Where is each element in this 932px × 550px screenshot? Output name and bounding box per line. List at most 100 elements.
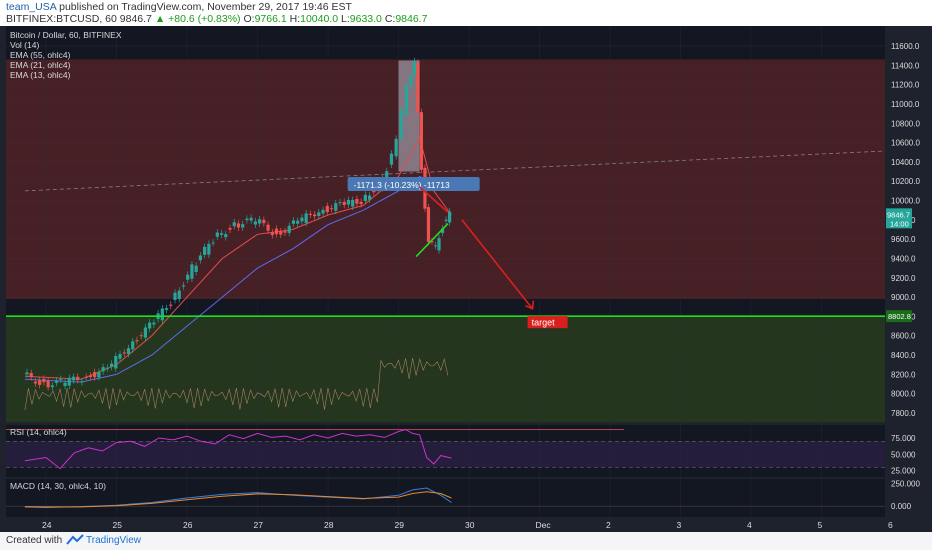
candle-body — [148, 322, 152, 329]
candle-body — [80, 381, 84, 383]
open-value: 9766.1 — [254, 13, 287, 25]
candle-body — [245, 218, 249, 221]
time-axis — [0, 517, 932, 532]
candle-body — [29, 372, 33, 378]
candle-body — [338, 202, 342, 204]
rebound-line — [415, 223, 449, 258]
candle-body — [287, 225, 291, 233]
candle-body — [300, 217, 304, 222]
candle-body — [135, 340, 139, 342]
candle-body — [308, 213, 312, 215]
candle-body — [97, 372, 101, 378]
candle-body — [143, 327, 148, 338]
rsi-title: RSI (14, ohlc4) — [10, 427, 67, 437]
price-tick-label: 11200.0 — [891, 81, 920, 90]
candle-body — [342, 201, 346, 206]
candle-body — [313, 214, 317, 217]
candle-body — [122, 352, 126, 354]
author-link[interactable]: team_USA — [6, 1, 57, 13]
candle-body — [404, 85, 409, 115]
candle-body — [50, 385, 54, 388]
candle-body — [359, 201, 363, 205]
price-tick-label: 9400.0 — [891, 254, 916, 263]
candle-body — [232, 222, 236, 227]
candle-body — [253, 221, 257, 225]
candle-body — [351, 199, 355, 207]
candle-body — [317, 212, 321, 216]
target-label: target — [532, 318, 556, 328]
high-value: 10040.0 — [300, 13, 339, 25]
candle-body — [198, 255, 202, 261]
candle-body — [412, 61, 416, 76]
tradingview-link[interactable]: TradingView — [86, 535, 142, 546]
legend-entry: Bitcoin / Dollar, 60, BITFINEX — [10, 30, 122, 40]
candle-body — [186, 274, 190, 280]
candle-body — [437, 238, 441, 251]
candle-body — [321, 209, 325, 214]
candle-body — [203, 246, 207, 255]
candle-body — [139, 335, 143, 337]
time-tick-label: 27 — [254, 520, 264, 530]
candle-body — [258, 219, 262, 224]
low-value: 9633.0 — [349, 13, 382, 25]
price-tick-label: 11000.0 — [891, 100, 920, 109]
candle-body — [67, 377, 71, 386]
candle-body — [346, 199, 351, 205]
candle-body — [38, 380, 42, 385]
candle-body — [93, 372, 97, 378]
candle-body — [190, 264, 194, 279]
time-tick-label: 4 — [747, 520, 752, 530]
trend-line-dashed — [24, 148, 932, 192]
candle-body — [448, 211, 452, 223]
high-label: H: — [289, 13, 301, 25]
candle-body — [270, 232, 274, 236]
candle-body — [241, 224, 245, 228]
time-tick-label: Dec — [536, 520, 552, 530]
candle-body — [207, 243, 211, 255]
price-tick-label: 8400.0 — [891, 351, 916, 360]
macd-tick-label: 0.000 — [891, 502, 912, 511]
candle-body — [25, 372, 29, 375]
candle-body — [164, 308, 169, 310]
candle-body — [84, 376, 88, 378]
candle-body — [71, 376, 76, 381]
legend-entry: EMA (21, ohlc4) — [10, 60, 71, 70]
price-tick-label: 11600.0 — [891, 42, 920, 51]
rsi-tick-label: 25.000 — [891, 467, 916, 476]
candle-body — [76, 376, 80, 381]
candle-body — [219, 233, 224, 235]
measure-label: -1171.3 (-10.23%) -11713 — [354, 180, 450, 190]
legend-entry: EMA (55, ohlc4) — [10, 50, 71, 60]
rsi-axis — [885, 425, 932, 477]
candle-body — [334, 203, 338, 211]
candle-body — [329, 208, 334, 210]
candle-body — [399, 110, 403, 139]
candle-body — [416, 62, 420, 113]
candle-body — [211, 242, 215, 244]
time-tick-label: 2 — [606, 520, 611, 530]
footer: Created with TradingView — [0, 532, 932, 550]
candle-body — [291, 220, 296, 224]
candle-body — [126, 348, 131, 355]
price-tick-label: 10800.0 — [891, 119, 920, 128]
price-tick-label: 11400.0 — [891, 61, 920, 70]
time-tick-label: 25 — [113, 520, 123, 530]
open-label: O: — [243, 13, 255, 25]
candle-body — [355, 198, 359, 204]
rsi-line — [24, 429, 452, 470]
candle-body — [266, 224, 270, 231]
symbol-label: BITFINEX:BTCUSD, 60 — [6, 13, 117, 25]
candle-body — [430, 241, 434, 243]
candle-body — [426, 207, 431, 242]
candle-body — [160, 308, 164, 321]
candle-body — [59, 378, 63, 380]
created-with-text: Created with — [6, 535, 63, 546]
candle-body — [101, 367, 105, 372]
candle-body — [105, 367, 109, 369]
chart-canvas[interactable]: -1171.3 (-10.23%) -11713 target 11600.0 114… — [0, 26, 932, 532]
candle-body — [433, 245, 438, 247]
macd-title: MACD (14, 30, ohlc4, 10) — [10, 481, 106, 491]
time-tick-label: 6 — [888, 520, 893, 530]
price-tick-label: 9000.0 — [891, 293, 916, 302]
candle-body — [88, 375, 93, 378]
